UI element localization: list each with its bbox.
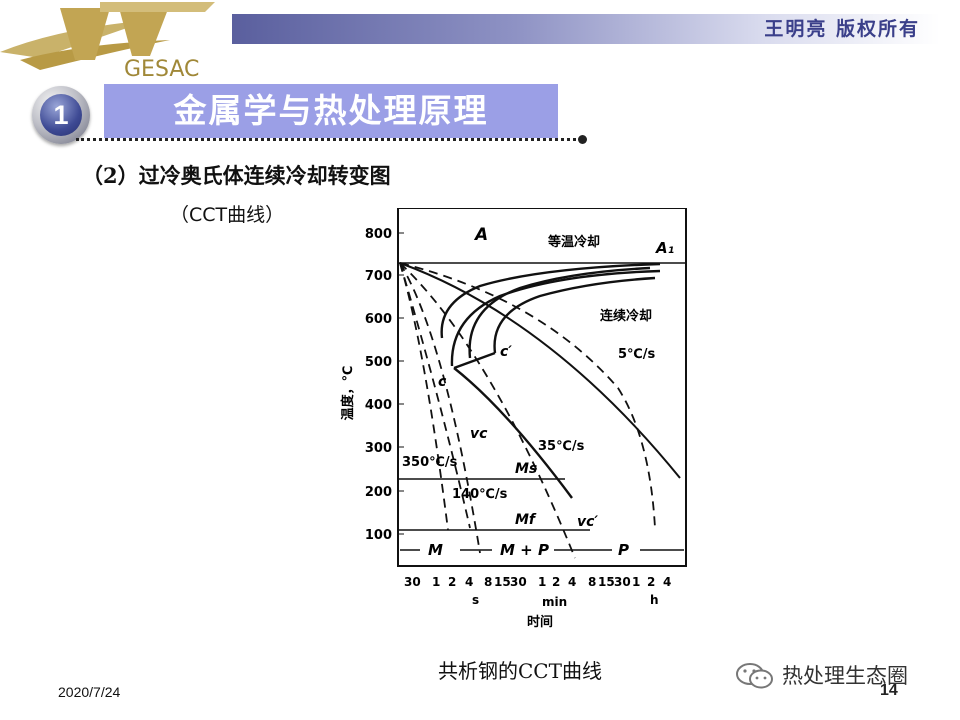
x-tick-label: 2 bbox=[552, 575, 560, 589]
y-tick-label: 700 bbox=[365, 269, 392, 284]
lower-boundary-curve bbox=[453, 367, 573, 499]
x-tick-label: 4 bbox=[465, 575, 473, 589]
dotted-divider bbox=[76, 138, 582, 141]
x-tick-label: 1 bbox=[632, 575, 640, 589]
x-tick-label: 30 bbox=[614, 575, 631, 589]
x-tick-label: 2 bbox=[448, 575, 456, 589]
cooling-curve-continuous bbox=[399, 262, 681, 479]
cct-finish-curve bbox=[493, 276, 656, 354]
slide-subtitle: （2）过冷奥氏体连续冷却转变图 bbox=[82, 163, 391, 188]
x-tick-label: 1 bbox=[538, 575, 546, 589]
x-axis: 30 1 2 4 8 15 30 1 2 4 8 15 30 1 2 4 s m… bbox=[404, 575, 671, 609]
x-tick-label: 1 bbox=[432, 575, 440, 589]
region-label-m: M bbox=[428, 541, 443, 559]
y-axis: 800 700 600 500 400 300 200 100 温度，℃ bbox=[340, 227, 404, 543]
cooling-curve-vc bbox=[399, 262, 481, 554]
page-title: 金属学与热处理原理 bbox=[173, 91, 489, 130]
point-c-prime-label: c′ bbox=[500, 344, 512, 360]
ms-label: Ms bbox=[515, 461, 537, 477]
y-tick-label: 800 bbox=[365, 227, 392, 242]
rate-5-label: 5℃/s bbox=[618, 347, 656, 362]
y-tick-label: 500 bbox=[365, 355, 392, 370]
y-tick-label: 400 bbox=[365, 398, 392, 413]
point-c-label: c bbox=[438, 374, 447, 390]
cooling-curve-350 bbox=[399, 262, 449, 531]
cooling-curve-vc-prime bbox=[399, 262, 576, 559]
vc-label: vc bbox=[470, 426, 488, 442]
cc-prime-line bbox=[453, 351, 496, 370]
mf-label: Mf bbox=[515, 512, 537, 528]
slide-date: 2020/7/24 bbox=[58, 684, 121, 700]
a1-label: A₁ bbox=[655, 239, 674, 257]
rate-35-label: 35℃/s bbox=[538, 439, 585, 454]
continuous-label: 连续冷却 bbox=[600, 308, 652, 324]
x-tick-label: 15 bbox=[494, 575, 511, 589]
cct-start-curve bbox=[468, 266, 651, 359]
x-tick-label: 8 bbox=[588, 575, 596, 589]
x-tick-label: 2 bbox=[647, 575, 655, 589]
y-tick-label: 600 bbox=[365, 312, 392, 327]
phase-label-bg bbox=[492, 540, 554, 558]
x-tick-label: 30 bbox=[404, 575, 421, 589]
x-tick-label: 4 bbox=[663, 575, 671, 589]
cooling-curve-5 bbox=[399, 262, 656, 529]
cct-diagram: 800 700 600 500 400 300 200 100 温度，℃ A 等… bbox=[340, 208, 687, 630]
gesac-logo: GESAC bbox=[0, 2, 215, 82]
divider-end-dot bbox=[578, 135, 587, 144]
copyright-text: 王明亮 版权所有 bbox=[764, 18, 920, 40]
header-bar bbox=[232, 14, 940, 44]
plot-frame bbox=[397, 208, 687, 567]
region-label-a: A bbox=[473, 225, 488, 245]
rate-140-label: 140℃/s bbox=[452, 487, 508, 502]
figure-caption: 共析钢的CCT曲线 bbox=[438, 659, 602, 683]
isothermal-label: 等温冷却 bbox=[547, 234, 600, 250]
logo-text: GESAC bbox=[124, 57, 199, 82]
y-axis-label: 温度，℃ bbox=[340, 366, 356, 421]
x-unit-s: s bbox=[472, 593, 479, 607]
region-label-mp: M + P bbox=[500, 541, 549, 559]
page-number: 14 bbox=[880, 682, 898, 699]
x-tick-label: 4 bbox=[568, 575, 576, 589]
x-tick-label: 15 bbox=[598, 575, 615, 589]
phase-label-bg bbox=[612, 540, 640, 558]
x-unit-h: h bbox=[650, 593, 659, 607]
slide-subtitle-cct: （CCT曲线） bbox=[170, 204, 285, 226]
y-tick-label: 100 bbox=[365, 528, 392, 543]
x-tick-label: 8 bbox=[484, 575, 492, 589]
x-axis-label: 时间 bbox=[527, 614, 553, 630]
phase-label-bg bbox=[420, 540, 460, 558]
x-unit-min: min bbox=[542, 595, 567, 609]
rate-350-label: 350℃/s bbox=[402, 455, 458, 470]
watermark-text: 热处理生态圈 bbox=[782, 664, 908, 688]
section-number: 1 bbox=[40, 94, 82, 136]
x-tick-label: 30 bbox=[510, 575, 527, 589]
cooling-curve-140 bbox=[399, 262, 471, 529]
vc-prime-label: vc′ bbox=[577, 514, 598, 530]
y-tick-label: 300 bbox=[365, 441, 392, 456]
title-banner bbox=[104, 84, 558, 138]
wechat-icon bbox=[736, 663, 773, 689]
region-label-p: P bbox=[618, 541, 629, 559]
y-tick-label: 200 bbox=[365, 485, 392, 500]
